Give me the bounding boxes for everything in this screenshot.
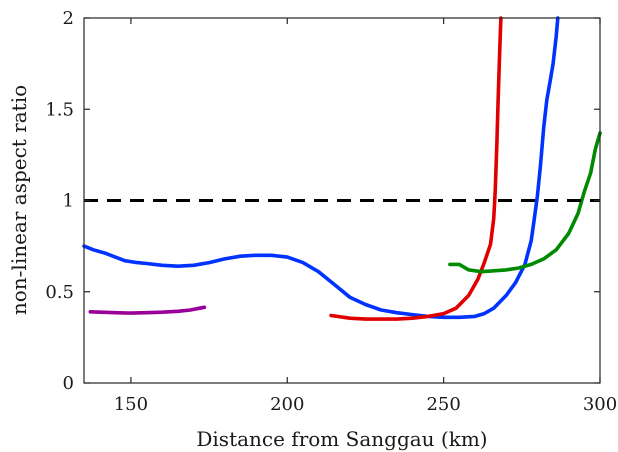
y-tick-label: 1 [63, 191, 74, 212]
x-tick-label: 250 [426, 394, 460, 415]
x-tick-label: 300 [583, 394, 617, 415]
y-tick-label: 2 [63, 8, 74, 29]
series-line-1 [82, 16, 560, 320]
series-line-2 [329, 16, 503, 321]
y-tick-label: 0.5 [45, 282, 74, 303]
series-line-3 [448, 131, 602, 274]
y-axis-label: non-linear aspect ratio [7, 85, 31, 315]
x-axis-label: Distance from Sanggau (km) [196, 427, 487, 451]
y-tick-label: 0 [63, 373, 74, 394]
y-tick-label: 1.5 [45, 99, 74, 120]
series-line-4 [88, 305, 207, 315]
x-tick-label: 150 [114, 394, 148, 415]
x-tick-label: 200 [270, 394, 304, 415]
series-layer [82, 16, 602, 321]
tick-layer: 150 200 250 300 0 0.5 1 1.5 2 [45, 8, 617, 415]
